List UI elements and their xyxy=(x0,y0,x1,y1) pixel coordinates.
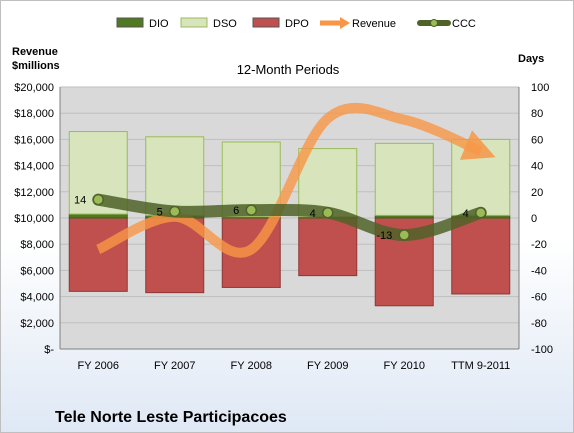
right-tick-label: -100 xyxy=(531,344,553,356)
ccc-point xyxy=(92,193,104,206)
x-tick-label: FY 2007 xyxy=(154,360,195,372)
left-axis-title-line2: $millions xyxy=(12,60,60,72)
axes: $- -100 $2,000 -80 $4,000 -60 $6,000 -40 $8,000 -… xyxy=(14,82,553,372)
left-tick-label: $20,000 xyxy=(14,82,54,94)
left-tick-label: $12,000 xyxy=(14,187,54,199)
company-name: Tele Norte Leste Participacoes xyxy=(55,409,287,426)
x-tick-label: FY 2009 xyxy=(307,360,348,372)
chart-title: 12-Month Periods xyxy=(237,62,340,77)
x-tick-label: FY 2006 xyxy=(78,360,119,372)
left-tick-label: $6,000 xyxy=(20,265,54,277)
x-tick-label: FY 2010 xyxy=(384,360,425,372)
lines: 14 5 6 4 -13 4 xyxy=(74,102,496,258)
dpo-bar xyxy=(68,217,128,292)
legend: DIO DSO DPO Revenue CCC xyxy=(116,17,476,30)
dio-bar xyxy=(68,213,128,219)
legend-label-revenue: Revenue xyxy=(352,18,396,30)
ccc-data-label: 14 xyxy=(74,195,86,207)
left-tick-label: $18,000 xyxy=(14,108,54,120)
left-tick-label: $14,000 xyxy=(14,161,54,173)
left-tick-label: $- xyxy=(44,344,54,356)
legend-label-dpo: DPO xyxy=(285,18,309,30)
legend-arrow-revenue xyxy=(340,17,350,29)
right-tick-label: -60 xyxy=(531,292,547,304)
ccc-data-label: -13 xyxy=(376,230,392,242)
right-tick-label: 20 xyxy=(531,187,543,199)
ccc-data-label: 6 xyxy=(233,205,239,217)
x-tick-label: TTM 9-2011 xyxy=(451,360,510,372)
right-axis-title: Days xyxy=(518,53,544,65)
dpo-bar xyxy=(298,217,358,277)
ccc-data-label: 4 xyxy=(463,208,469,220)
gridlines xyxy=(60,86,519,324)
right-tick-label: -40 xyxy=(531,265,547,277)
ccc-data-label: 5 xyxy=(157,206,163,218)
dpo-bar xyxy=(451,217,511,295)
left-tick-label: $16,000 xyxy=(14,134,54,146)
legend-label-dso: DSO xyxy=(213,18,237,30)
legend-swatch-dio xyxy=(116,17,144,28)
left-tick-label: $2,000 xyxy=(20,318,54,330)
right-tick-label: 0 xyxy=(531,213,537,225)
right-tick-label: 80 xyxy=(531,108,543,120)
right-tick-label: 40 xyxy=(531,161,543,173)
x-tick-label: FY 2008 xyxy=(231,360,272,372)
right-tick-label: -20 xyxy=(531,239,547,251)
legend-label-dio: DIO xyxy=(149,18,169,30)
right-tick-label: -80 xyxy=(531,318,547,330)
left-axis-title-line1: Revenue xyxy=(12,46,58,58)
ccc-point xyxy=(475,207,487,219)
left-tick-label: $8,000 xyxy=(20,239,54,251)
ccc-point xyxy=(322,207,334,219)
right-tick-label: 100 xyxy=(531,82,549,94)
ccc-point xyxy=(398,229,410,241)
legend-swatch-dso xyxy=(180,17,208,28)
legend-swatch-dpo xyxy=(252,17,280,28)
bars xyxy=(68,131,511,307)
ccc-point xyxy=(245,204,257,216)
legend-marker-ccc xyxy=(430,19,438,27)
dso-bar xyxy=(145,136,205,216)
legend-label-ccc: CCC xyxy=(452,18,476,30)
dso-bar xyxy=(374,142,434,216)
left-tick-label: $10,000 xyxy=(14,213,54,225)
right-tick-label: 60 xyxy=(531,134,543,146)
left-tick-label: $4,000 xyxy=(20,292,54,304)
ccc-point xyxy=(169,205,181,218)
ccc-data-label: 4 xyxy=(310,208,316,220)
